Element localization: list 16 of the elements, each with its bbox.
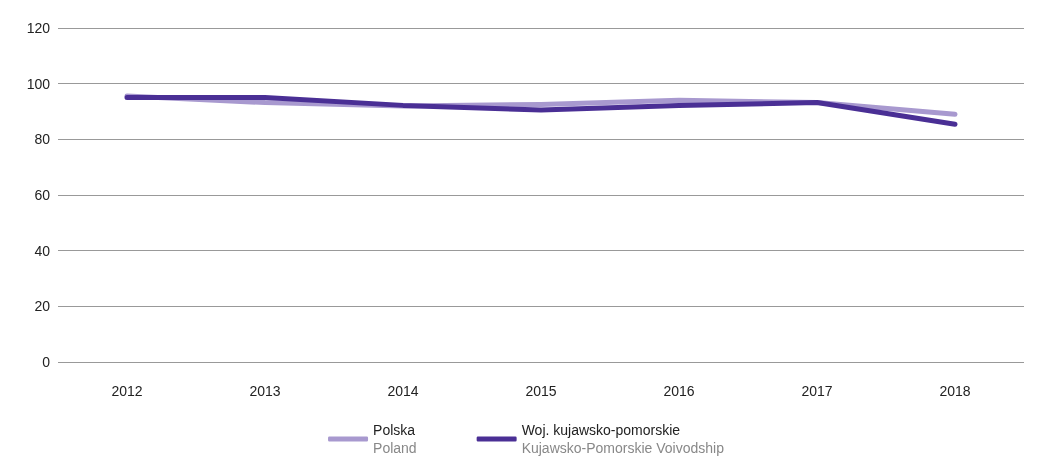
y-tick-label: 80 xyxy=(34,131,51,148)
y-tick-label: 0 xyxy=(42,354,51,370)
x-tick-label: 2013 xyxy=(249,383,281,399)
y-tick-label: 20 xyxy=(34,298,51,315)
x-tick-label: 2018 xyxy=(939,383,971,399)
x-tick-label: 2012 xyxy=(111,383,143,399)
y-tick-label: 120 xyxy=(26,20,51,36)
legend-label: Woj. kujawsko-pomorskie Kujawsko-Pomorskie Voivodship xyxy=(521,422,725,456)
x-tick-label: 2014 xyxy=(387,383,419,399)
y-tick-label: 40 xyxy=(34,242,51,259)
y-tick-label: 60 xyxy=(34,187,51,203)
x-tick-label: 2017 xyxy=(801,383,833,399)
x-tick-label: 2015 xyxy=(525,383,557,399)
y-tick-label: 100 xyxy=(26,75,51,92)
x-tick-label: 2016 xyxy=(663,383,695,399)
legend-label: Polska Poland xyxy=(373,422,417,456)
